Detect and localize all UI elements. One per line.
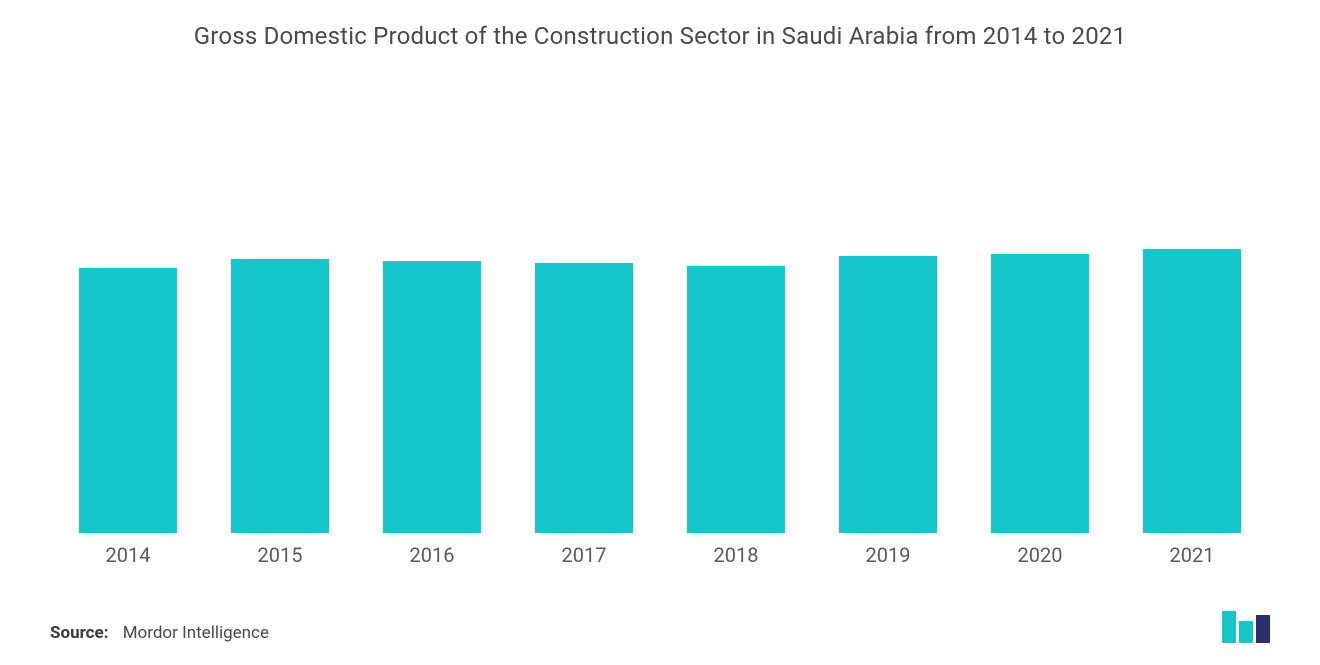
logo-bar [1256,615,1270,643]
logo-bar [1239,621,1253,643]
source-line: Source: Mordor Intelligence [50,623,269,643]
bar-slot [52,60,204,533]
brand-logo-icon [1222,611,1270,643]
plot-area [50,60,1270,533]
x-tick-label: 2014 [52,543,204,567]
bar [839,256,938,533]
bar-slot [204,60,356,533]
bar-slot [356,60,508,533]
bar-slot [964,60,1116,533]
chart-title: Gross Domestic Product of the Constructi… [50,22,1270,50]
x-tick-label: 2017 [508,543,660,567]
bar-slot [812,60,964,533]
x-tick-label: 2018 [660,543,812,567]
x-tick-label: 2019 [812,543,964,567]
bar-slot [1116,60,1268,533]
bar [231,259,330,533]
bar-slot [508,60,660,533]
x-tick-label: 2015 [204,543,356,567]
bar [383,261,482,533]
bar [687,266,786,533]
source-name: Mordor Intelligence [123,623,269,643]
x-tick-label: 2016 [356,543,508,567]
bar [1143,249,1242,533]
source-label: Source: [50,623,108,643]
bar [991,254,1090,533]
x-axis: 20142015201620172018201920202021 [50,543,1270,567]
chart-container: Gross Domestic Product of the Constructi… [0,0,1320,665]
x-tick-label: 2021 [1116,543,1268,567]
chart-body: 20142015201620172018201920202021 [50,60,1270,567]
chart-footer: Source: Mordor Intelligence [50,611,1270,647]
x-tick-label: 2020 [964,543,1116,567]
bar [79,268,178,533]
logo-bar [1222,611,1236,643]
bar-slot [660,60,812,533]
bar [535,263,634,533]
